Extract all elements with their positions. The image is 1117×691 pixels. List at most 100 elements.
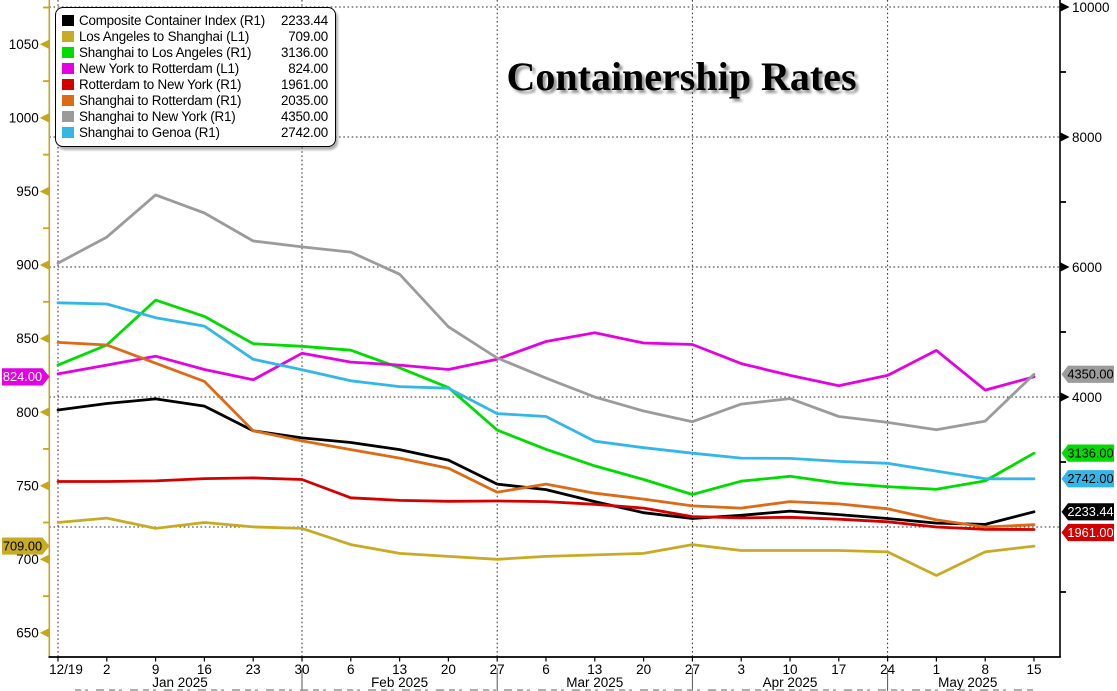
- legend-row[interactable]: Los Angeles to Shanghai (L1) 709.00: [62, 28, 328, 44]
- legend-value: 1961.00: [280, 76, 328, 92]
- right-axis-minor-tick: [1060, 461, 1066, 463]
- axis-callout: [1061, 470, 1114, 488]
- right-axis-label: 10000: [1072, 0, 1110, 15]
- left-axis-label: 950: [16, 184, 39, 199]
- left-axis-tick: [39, 333, 49, 344]
- left-axis-minor-tick: [43, 521, 50, 524]
- legend-label: New York to Rotterdam (L1): [79, 60, 240, 76]
- left-axis-label: 750: [16, 478, 39, 493]
- legend-value: 3136.00: [280, 44, 328, 60]
- axis-callout-value: 3136.00: [1067, 446, 1113, 461]
- left-axis-tick: [39, 407, 49, 417]
- series-line: [56, 193, 1036, 432]
- legend-swatch: [62, 30, 74, 42]
- left-axis-tick: [39, 260, 49, 270]
- legend-row[interactable]: New York to Rotterdam (L1) 824.00: [62, 60, 328, 76]
- x-axis-date-label: 13: [587, 662, 602, 677]
- axis-callout-value: 2742.00: [1067, 471, 1113, 486]
- axis-callout: [2, 368, 50, 386]
- x-axis-date-label: 6: [542, 662, 550, 677]
- right-axis-minor-tick: [1060, 71, 1066, 73]
- legend-swatch: [62, 62, 74, 74]
- x-axis-month-label: Feb 2025: [371, 675, 428, 690]
- series-line: [56, 301, 1036, 481]
- x-axis-month-label: May 2025: [938, 675, 997, 690]
- x-axis-date-label: 12/19: [49, 662, 83, 677]
- x-axis-date-label: 10: [782, 662, 797, 677]
- legend-swatch: [62, 95, 74, 107]
- right-axis-tick: [1060, 132, 1070, 142]
- axis-callout: [2, 537, 50, 555]
- x-axis-date-label: 9: [152, 662, 160, 677]
- right-axis-tick: [1060, 392, 1070, 402]
- x-axis-date-label: 8: [981, 662, 989, 677]
- legend-label: Shanghai to New York (R1): [79, 109, 236, 125]
- right-axis-label: 6000: [1072, 260, 1102, 275]
- left-axis-label: 700: [16, 552, 39, 567]
- left-axis-minor-tick: [43, 300, 50, 303]
- series-line: [56, 298, 1036, 496]
- legend-label: Shanghai to Genoa (R1): [79, 125, 220, 141]
- legend-value: 4350.00: [280, 109, 328, 125]
- legend-label: Rotterdam to New York (R1): [79, 76, 242, 92]
- left-axis-label: 1000: [9, 110, 39, 125]
- legend-row[interactable]: Composite Container Index (R1) 2233.44: [62, 12, 328, 28]
- series-line: [56, 397, 1036, 526]
- legend-label: Los Angeles to Shanghai (L1): [79, 28, 250, 44]
- legend-label: Composite Container Index (R1): [79, 12, 266, 28]
- series-line: [56, 340, 1036, 529]
- left-axis-tick: [39, 113, 49, 123]
- axis-callout-value: 4350.00: [1067, 367, 1113, 382]
- series-line: [56, 476, 1036, 531]
- legend-value: 2035.00: [280, 93, 328, 109]
- legend-value: 2742.00: [280, 125, 328, 141]
- left-axis-tick: [39, 39, 49, 49]
- left-axis-label: 800: [16, 405, 39, 420]
- legend-row[interactable]: Shanghai to Los Angeles (R1) 3136.00: [62, 44, 328, 60]
- x-axis-date-label: 1: [933, 662, 941, 677]
- left-axis-tick: [39, 186, 49, 197]
- legend-swatch: [62, 46, 74, 58]
- x-axis-month-label: Mar 2025: [566, 675, 623, 690]
- x-axis-date-label: 6: [347, 662, 355, 677]
- right-axis-minor-tick: [1060, 591, 1066, 593]
- left-axis-label: 850: [16, 331, 39, 346]
- right-axis-minor-tick: [1060, 331, 1066, 333]
- x-axis-month-label: Apr 2025: [763, 675, 818, 690]
- axis-callout-value: 1961.00: [1067, 525, 1113, 540]
- series-line: [56, 331, 1036, 392]
- legend-row[interactable]: Shanghai to Genoa (R1) 2742.00: [62, 125, 328, 141]
- x-axis-date-label: 13: [392, 662, 407, 677]
- x-axis-date-label: 3: [737, 662, 745, 677]
- chart-legend: Composite Container Index (R1) 2233.44 Los…: [55, 7, 336, 147]
- legend-value: 2233.44: [280, 12, 328, 28]
- x-axis-date-label: 16: [197, 662, 212, 677]
- left-axis-label: 900: [16, 258, 39, 273]
- legend-row[interactable]: Shanghai to New York (R1) 4350.00: [62, 109, 328, 125]
- left-axis-minor-tick: [43, 448, 50, 450]
- left-axis-label: 1050: [9, 37, 39, 52]
- left-axis-minor-tick: [43, 595, 50, 597]
- cropped-bottom-text: [75, 688, 1035, 691]
- left-axis-minor-tick: [43, 227, 50, 230]
- legend-row[interactable]: Shanghai to Rotterdam (R1) 2035.00: [62, 92, 328, 108]
- x-axis-date-label: 15: [1026, 662, 1041, 677]
- legend-swatch: [62, 127, 74, 139]
- legend-value: 824.00: [288, 60, 328, 76]
- left-axis-minor-tick: [43, 6, 50, 9]
- x-axis-date-label: 23: [246, 662, 261, 677]
- right-axis-label: 8000: [1072, 130, 1102, 145]
- series-line: [56, 516, 1036, 577]
- right-axis-tick: [1060, 262, 1070, 272]
- legend-swatch: [62, 14, 74, 26]
- left-axis-minor-tick: [43, 153, 50, 156]
- axis-callout: [1061, 523, 1114, 542]
- left-axis-tick: [39, 481, 49, 491]
- right-axis-label: 4000: [1072, 390, 1102, 405]
- legend-row[interactable]: Rotterdam to New York (R1) 1961.00: [62, 76, 328, 92]
- x-axis-month-label: Jan 2025: [152, 675, 208, 690]
- axis-callout: [1061, 444, 1114, 462]
- axis-callout: [1061, 503, 1114, 521]
